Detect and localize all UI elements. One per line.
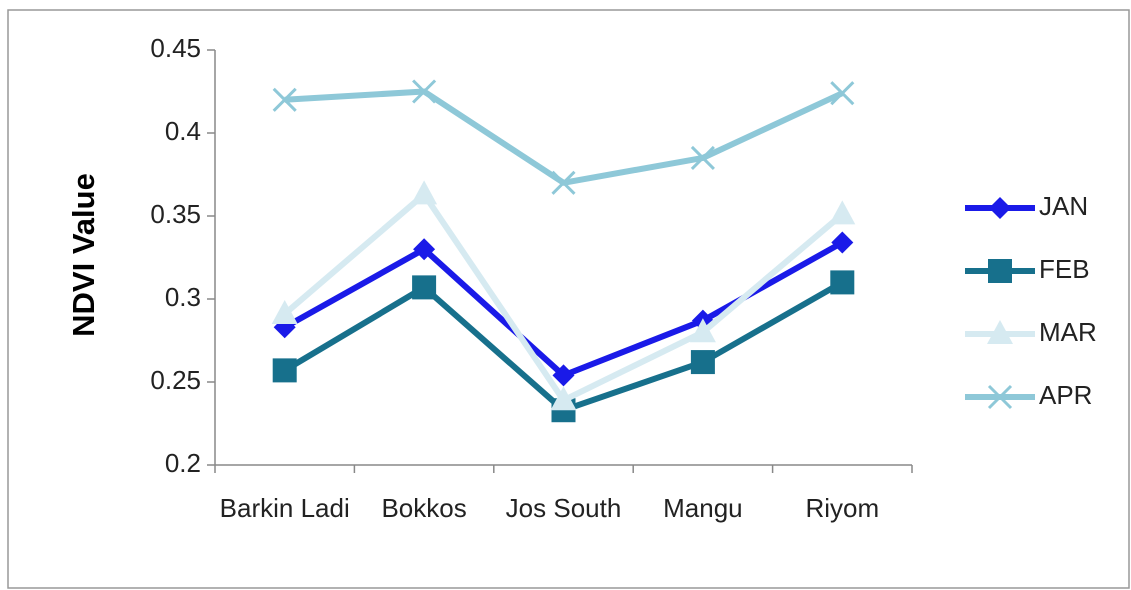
marker <box>989 197 1011 219</box>
marker <box>412 79 437 104</box>
x-tick-label: Mangu <box>663 493 743 523</box>
marker <box>551 170 576 195</box>
y-tick-label: 0.3 <box>165 282 201 312</box>
x-tick-label: Bokkos <box>381 493 466 523</box>
legend-label: JAN <box>1039 191 1088 221</box>
marker <box>413 238 436 261</box>
marker <box>412 275 437 300</box>
marker <box>830 270 855 295</box>
marker <box>690 350 715 375</box>
marker <box>829 200 856 225</box>
marker <box>988 259 1012 283</box>
marker <box>831 231 854 254</box>
x-tick-label: Riyom <box>805 493 879 523</box>
y-axis-title: NDVI Value <box>66 173 101 337</box>
marker <box>272 87 297 112</box>
y-tick-label: 0.4 <box>165 116 201 146</box>
marker <box>690 145 715 170</box>
marker <box>987 320 1013 344</box>
legend-label: FEB <box>1039 254 1090 284</box>
marker <box>987 384 1013 410</box>
y-tick-label: 0.2 <box>165 448 201 478</box>
legend-label: MAR <box>1039 317 1097 347</box>
y-tick-label: 0.45 <box>150 33 201 63</box>
y-tick-label: 0.25 <box>150 365 201 395</box>
marker <box>411 180 438 205</box>
chart-frame <box>7 9 1130 589</box>
x-tick-label: Barkin Ladi <box>220 493 350 523</box>
marker <box>552 364 575 387</box>
marker <box>271 299 298 324</box>
legend-label: APR <box>1039 380 1092 410</box>
marker <box>830 81 855 106</box>
marker <box>550 386 577 411</box>
x-tick-label: Jos South <box>506 493 622 523</box>
marker <box>272 358 297 383</box>
marker <box>689 318 716 343</box>
y-tick-label: 0.35 <box>150 199 201 229</box>
